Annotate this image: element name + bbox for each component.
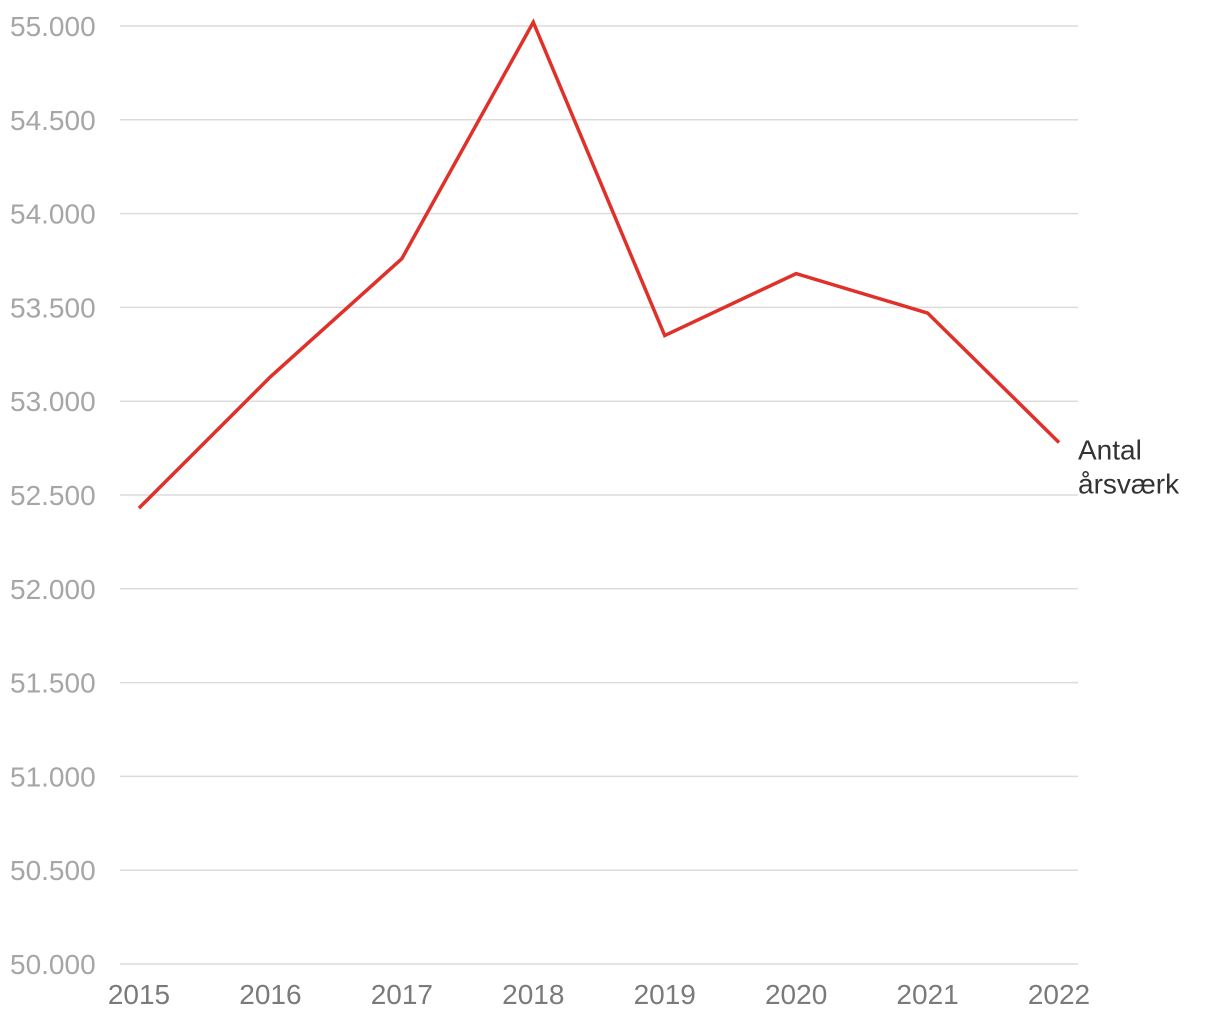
y-tick-label: 52.000	[10, 574, 96, 605]
x-axis-tick-labels: 2015 2016 2017 2018 2019 2020 2021 2022	[108, 979, 1090, 1010]
x-tick-label: 2020	[765, 979, 827, 1010]
y-tick-label: 51.000	[10, 761, 96, 792]
series-line	[137, 18, 1061, 510]
y-tick-label: 53.000	[10, 386, 96, 417]
y-tick-label: 50.500	[10, 855, 96, 886]
series-label: årsværk	[1078, 468, 1180, 499]
y-tick-label: 52.500	[10, 480, 96, 511]
y-tick-label: 54.500	[10, 105, 96, 136]
x-tick-label: 2017	[371, 979, 433, 1010]
series-label: Antal	[1078, 434, 1142, 465]
y-tick-label: 55.000	[10, 11, 96, 42]
y-axis-tick-labels: 50.000 50.500 51.000 51.500 52.000 52.500 53.0…	[10, 11, 96, 980]
x-tick-label: 2022	[1028, 979, 1090, 1010]
x-tick-label: 2021	[896, 979, 958, 1010]
gridlines	[120, 25, 1078, 965]
y-tick-label: 50.000	[10, 949, 96, 980]
y-tick-label: 53.500	[10, 292, 96, 323]
x-tick-label: 2016	[239, 979, 301, 1010]
series-lines	[137, 18, 1061, 510]
y-tick-label: 54.000	[10, 199, 96, 230]
y-tick-label: 51.500	[10, 668, 96, 699]
x-tick-label: 2018	[502, 979, 564, 1010]
x-tick-label: 2019	[634, 979, 696, 1010]
x-tick-label: 2015	[108, 979, 170, 1010]
